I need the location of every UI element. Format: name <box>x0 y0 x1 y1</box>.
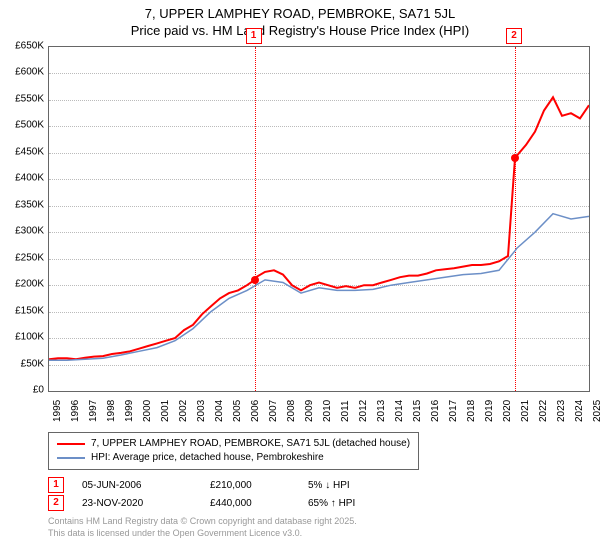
series-hpi <box>49 214 589 361</box>
y-tick-label: £650K <box>15 41 44 52</box>
legend-label: HPI: Average price, detached house, Pemb… <box>91 451 324 465</box>
x-tick-label: 2025 <box>592 400 600 422</box>
legend: 7, UPPER LAMPHEY ROAD, PEMBROKE, SA71 5J… <box>48 432 419 470</box>
x-tick-label: 1995 <box>52 400 63 422</box>
y-tick-label: £0 <box>33 385 44 396</box>
x-tick-label: 2001 <box>160 400 171 422</box>
marker-dot <box>511 154 519 162</box>
y-tick-label: £250K <box>15 252 44 263</box>
x-tick-label: 2023 <box>556 400 567 422</box>
x-tick-label: 1997 <box>88 400 99 422</box>
title-line-1: 7, UPPER LAMPHEY ROAD, PEMBROKE, SA71 5J… <box>0 6 600 23</box>
y-tick-label: £550K <box>15 93 44 104</box>
footer-line-1: Contains HM Land Registry data © Crown c… <box>48 516 357 528</box>
x-tick-label: 2024 <box>574 400 585 422</box>
line-series-svg <box>49 47 589 391</box>
legend-swatch <box>57 457 85 459</box>
chart-container: 7, UPPER LAMPHEY ROAD, PEMBROKE, SA71 5J… <box>0 0 600 560</box>
x-tick-label: 1998 <box>106 400 117 422</box>
y-tick-label: £50K <box>21 358 44 369</box>
x-tick-label: 2018 <box>466 400 477 422</box>
x-tick-label: 2014 <box>394 400 405 422</box>
x-tick-label: 2009 <box>304 400 315 422</box>
legend-swatch <box>57 443 85 445</box>
marker-box: 1 <box>246 28 262 44</box>
x-tick-label: 2022 <box>538 400 549 422</box>
y-tick-label: £300K <box>15 226 44 237</box>
y-tick-label: £200K <box>15 279 44 290</box>
datapoint-row: 2 23-NOV-2020 £440,000 65% ↑ HPI <box>48 494 408 512</box>
x-tick-label: 1999 <box>124 400 135 422</box>
plot-area <box>48 46 590 392</box>
y-tick-label: £450K <box>15 146 44 157</box>
x-tick-label: 2010 <box>322 400 333 422</box>
y-tick-label: £400K <box>15 173 44 184</box>
x-tick-label: 2017 <box>448 400 459 422</box>
y-tick-label: £500K <box>15 120 44 131</box>
legend-label: 7, UPPER LAMPHEY ROAD, PEMBROKE, SA71 5J… <box>91 437 410 451</box>
x-tick-label: 2000 <box>142 400 153 422</box>
datapoint-marker: 1 <box>48 477 64 493</box>
x-tick-label: 2015 <box>412 400 423 422</box>
datapoint-delta: 65% ↑ HPI <box>308 498 408 509</box>
datapoint-date: 05-JUN-2006 <box>82 480 192 491</box>
y-tick-label: £350K <box>15 199 44 210</box>
x-tick-label: 2003 <box>196 400 207 422</box>
x-tick-label: 2007 <box>268 400 279 422</box>
x-tick-label: 2002 <box>178 400 189 422</box>
datapoint-delta: 5% ↓ HPI <box>308 480 408 491</box>
datapoint-price: £440,000 <box>210 498 290 509</box>
y-tick-label: £600K <box>15 67 44 78</box>
datapoint-price: £210,000 <box>210 480 290 491</box>
datapoint-table: 1 05-JUN-2006 £210,000 5% ↓ HPI 2 23-NOV-2020… <box>48 476 408 512</box>
x-tick-label: 2005 <box>232 400 243 422</box>
x-tick-label: 2016 <box>430 400 441 422</box>
footer: Contains HM Land Registry data © Crown c… <box>48 516 357 539</box>
marker-dot <box>251 276 259 284</box>
x-tick-label: 2004 <box>214 400 225 422</box>
legend-row: 7, UPPER LAMPHEY ROAD, PEMBROKE, SA71 5J… <box>57 437 410 451</box>
y-tick-label: £150K <box>15 305 44 316</box>
y-tick-label: £100K <box>15 332 44 343</box>
series-property <box>49 97 589 359</box>
x-tick-label: 2012 <box>358 400 369 422</box>
x-tick-label: 2006 <box>250 400 261 422</box>
datapoint-row: 1 05-JUN-2006 £210,000 5% ↓ HPI <box>48 476 408 494</box>
x-tick-label: 2013 <box>376 400 387 422</box>
x-tick-label: 1996 <box>70 400 81 422</box>
x-tick-label: 2019 <box>484 400 495 422</box>
x-tick-label: 2011 <box>340 400 351 422</box>
datapoint-marker: 2 <box>48 495 64 511</box>
x-tick-label: 2008 <box>286 400 297 422</box>
legend-row: HPI: Average price, detached house, Pemb… <box>57 451 410 465</box>
x-tick-label: 2020 <box>502 400 513 422</box>
datapoint-date: 23-NOV-2020 <box>82 498 192 509</box>
footer-line-2: This data is licensed under the Open Gov… <box>48 528 357 540</box>
marker-box: 2 <box>506 28 522 44</box>
x-tick-label: 2021 <box>520 400 531 422</box>
